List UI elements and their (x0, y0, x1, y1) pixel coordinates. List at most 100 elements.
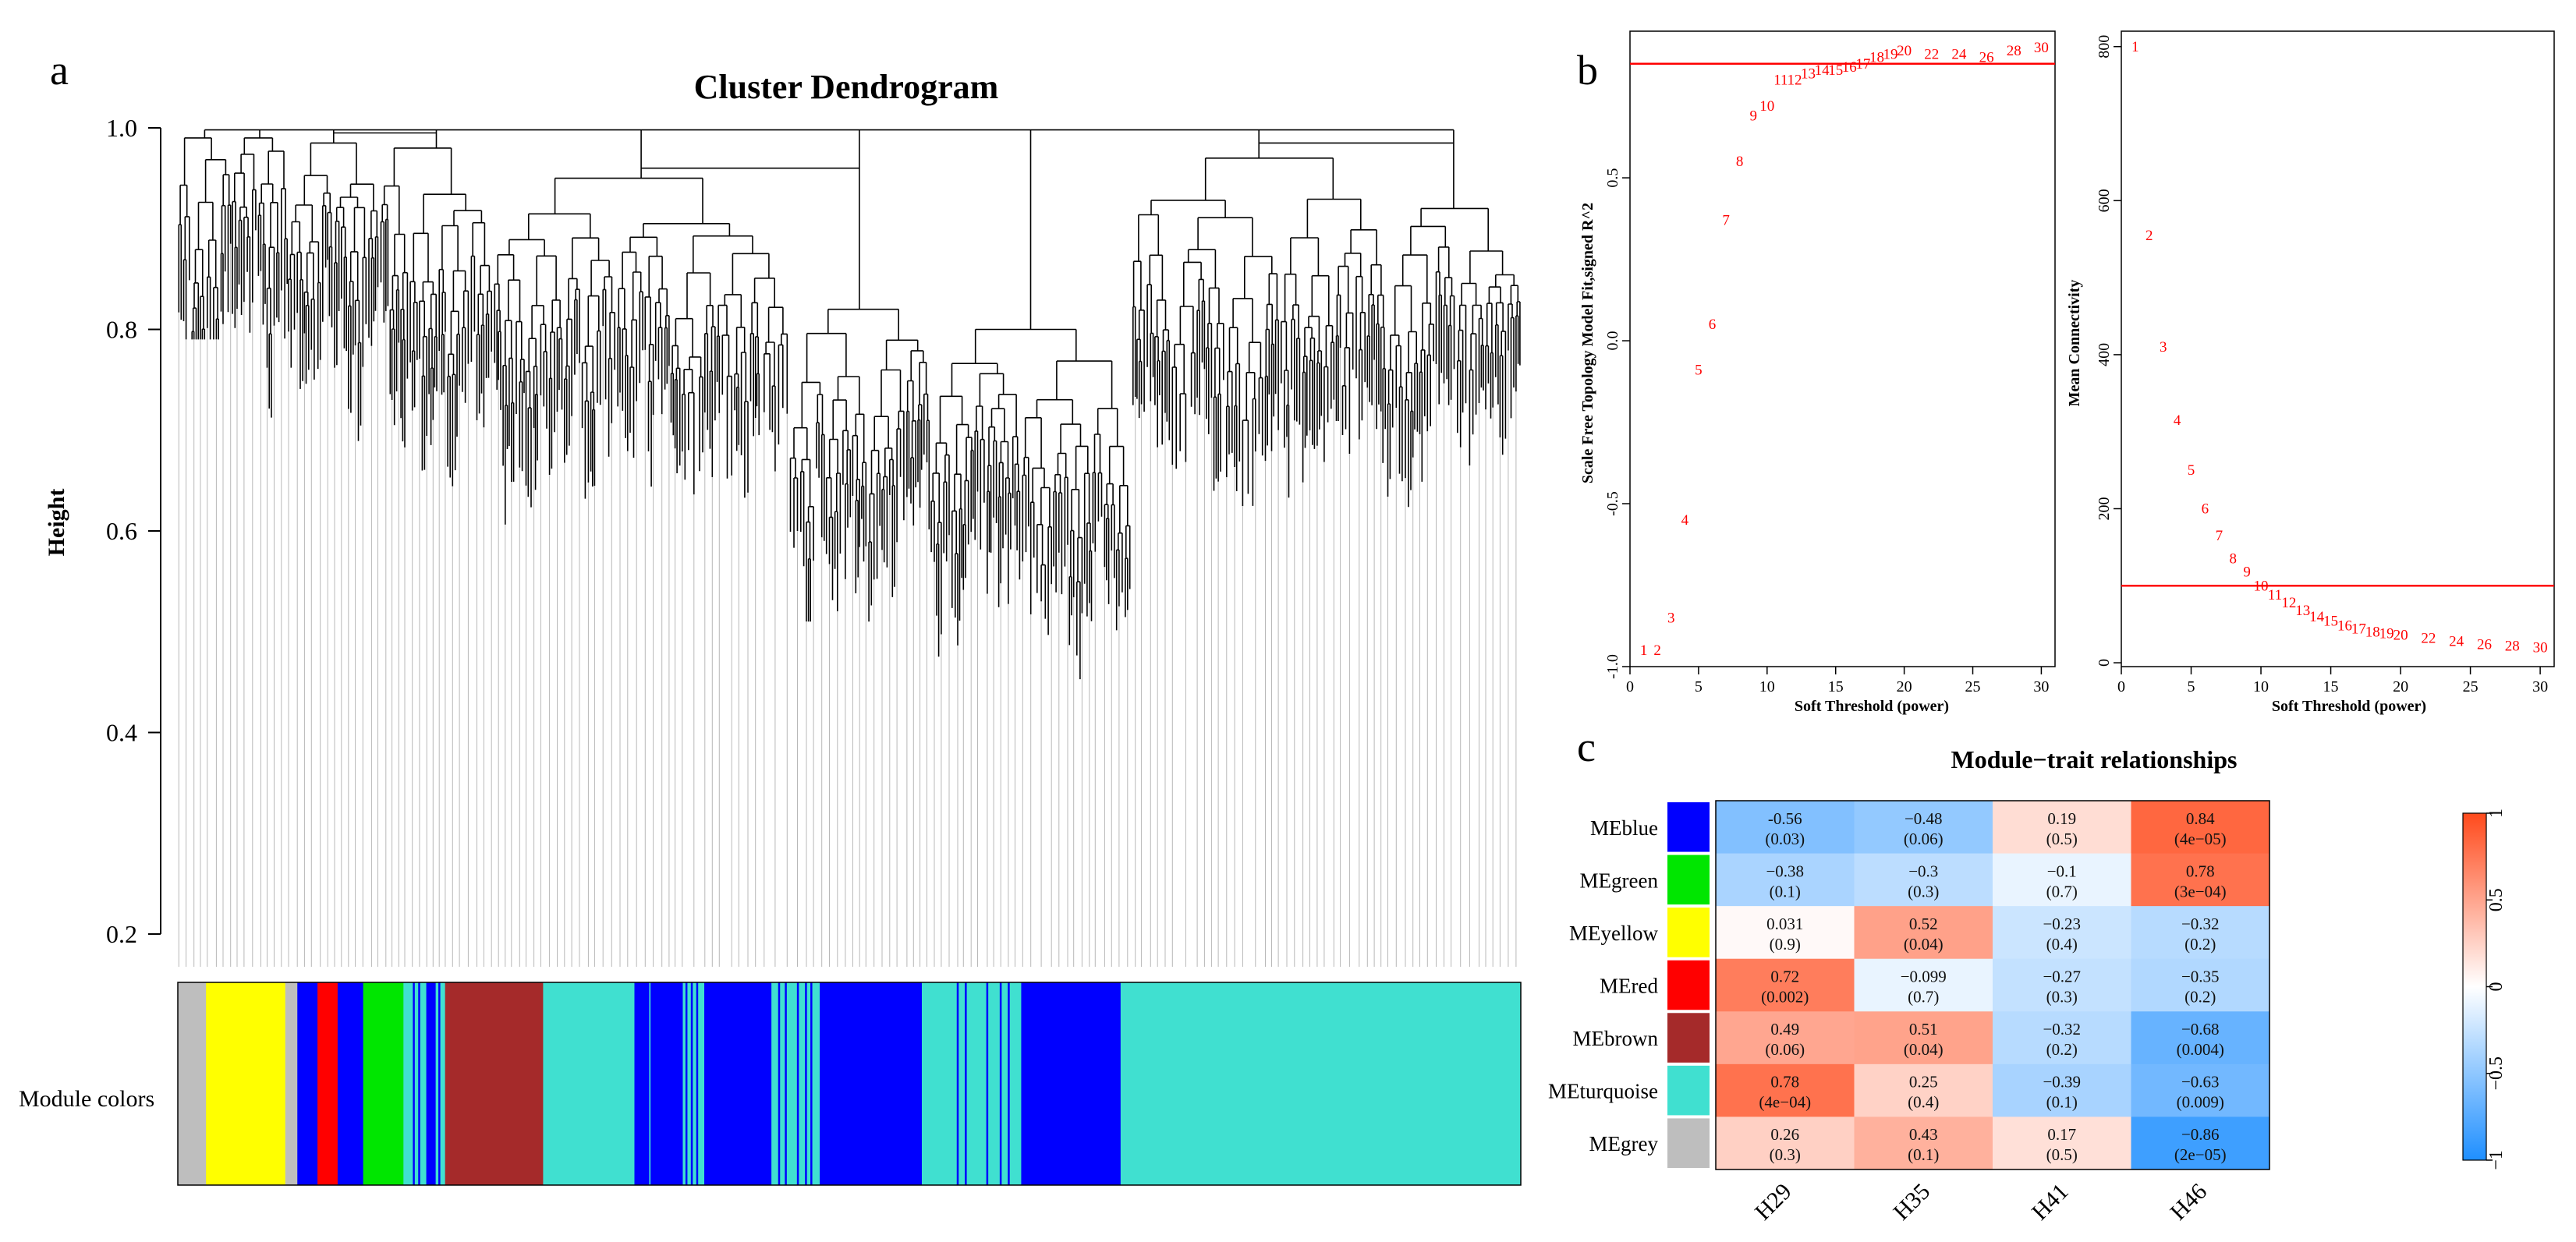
module-stripe-blue (796, 982, 799, 1185)
cell-value: 0.84 (2186, 809, 2215, 828)
heatmap-cell (2131, 1063, 2270, 1117)
cell-pvalue: (0.04) (1904, 1040, 1944, 1059)
cell-pvalue: (0.1) (2046, 1093, 2078, 1112)
scale-free-x-axis-label: Soft Threshold (power) (1795, 698, 1949, 715)
cell-value: 0.52 (1909, 915, 1938, 933)
x-tick-label: 10 (2253, 678, 2269, 695)
cell-value: −0.48 (1905, 809, 1943, 828)
module-segment-turquoise (543, 982, 635, 1185)
cell-value: −0.38 (1766, 862, 1804, 880)
row-color-swatch (1667, 802, 1710, 852)
module-segment-turquoise (403, 982, 427, 1185)
y-tick-label: 0.5 (1604, 168, 1621, 188)
module-segment-turquoise (1120, 982, 1522, 1185)
connectivity-plot-frame (2121, 30, 2555, 667)
cell-pvalue: (0.009) (2177, 1093, 2224, 1112)
cell-pvalue: (0.1) (1770, 882, 1801, 901)
cell-value: 0.78 (2186, 862, 2215, 880)
row-label: MEturquoise (1548, 1080, 1658, 1103)
cell-value: −0.1 (2047, 862, 2077, 880)
data-point-label: 10 (2254, 578, 2269, 594)
module-segment-blue (1021, 982, 1121, 1185)
cell-value: 0.19 (2047, 809, 2076, 828)
y-tick-label: 400 (2096, 343, 2113, 366)
data-point-label: 18 (1869, 49, 1884, 65)
x-tick-label: 5 (1695, 678, 1703, 695)
x-tick-label: 5 (2188, 678, 2195, 695)
heatmap-frame (1715, 800, 2270, 1170)
scale-free-plot-frame (1629, 30, 2056, 667)
module-stripe-blue (1008, 982, 1010, 1185)
heatmap-cell (1854, 1063, 1993, 1117)
data-point-label: 14 (1815, 62, 1830, 79)
data-point-label: 13 (1801, 65, 1816, 82)
module-segment-red (317, 982, 338, 1185)
cell-pvalue: (0.3) (1908, 882, 1939, 901)
x-tick-label: 0 (2117, 678, 2125, 695)
data-point-label: 6 (2202, 501, 2209, 517)
dendrogram-panel: Cluster Dendrogram Height 0.2 0.4 0.6 0.8 1.… (19, 68, 1522, 1186)
panel-label-c: c (1577, 724, 1596, 770)
module-stripe-blue (651, 982, 654, 1185)
heatmap-cell (2131, 1011, 2270, 1065)
data-point-label: 11 (1773, 73, 1788, 89)
heatmap-cell (1993, 958, 2131, 1012)
data-point-label: 2 (1653, 642, 1661, 659)
module-stripe-blue (805, 982, 807, 1185)
data-point-label: 4 (1681, 512, 1689, 529)
module-stripe-blue (753, 982, 757, 1185)
row-label: MEgrey (1589, 1132, 1659, 1155)
colorbar-tick-label: −1 (2486, 1150, 2507, 1170)
cell-pvalue: (0.4) (2046, 935, 2078, 954)
data-point-label: 15 (2323, 614, 2338, 630)
data-point-label: 8 (2229, 551, 2237, 568)
module-stripe-blue (438, 982, 441, 1185)
data-point-label: 7 (2216, 528, 2223, 544)
heatmap-cell (2131, 906, 2270, 960)
module-segment-blue (426, 982, 437, 1185)
heatmap-cell (1993, 853, 2131, 907)
cell-pvalue: (0.06) (1765, 1040, 1805, 1059)
x-tick-label: 20 (1897, 678, 1912, 695)
cell-pvalue: (0.2) (2184, 988, 2216, 1007)
colorbar-tick-label: −0.5 (2486, 1056, 2507, 1091)
y-tick-label: 1.0 (106, 114, 137, 142)
module-segment-blue (820, 982, 923, 1185)
colorbar-tick-label: 0.5 (2486, 888, 2507, 911)
x-tick-label: 10 (1759, 678, 1775, 695)
x-tick-label: 30 (2033, 678, 2049, 695)
data-point-label: 9 (2243, 564, 2251, 580)
row-color-swatch (1667, 1013, 1710, 1063)
data-point-label: 28 (2007, 43, 2021, 59)
module-segment-turquoise (649, 982, 651, 1185)
cell-pvalue: (0.06) (1904, 830, 1944, 848)
module-segment-brown (445, 982, 544, 1185)
scale-free-fit-plot: Scale Free Topology Model Fit,signed R^2… (1579, 30, 2056, 715)
colorbar-tick-label: 1 (2486, 809, 2507, 818)
cell-value: 0.17 (2047, 1125, 2076, 1144)
cell-pvalue: (0.2) (2046, 1040, 2078, 1059)
module-stripe-blue (418, 982, 420, 1185)
cell-value: −0.23 (2043, 915, 2081, 933)
module-trait-heatmap: Module−trait relationships MEblue -0.56 (0… (1548, 745, 2507, 1225)
data-point-label: 16 (1842, 59, 1857, 76)
heatmap-cell (1993, 1011, 2131, 1065)
cell-value: 0.25 (1909, 1073, 1938, 1092)
module-stripe-blue (720, 982, 723, 1185)
colorbar-tick-label: 0 (2486, 982, 2507, 992)
data-point-label: 12 (2281, 595, 2296, 611)
data-point-label: 10 (1759, 98, 1774, 115)
data-point-label: 24 (1951, 46, 1967, 62)
data-point-label: 7 (1722, 212, 1730, 228)
cell-value: −0.099 (1901, 968, 1947, 986)
cell-value: 0.78 (1770, 1073, 1799, 1092)
module-stripe-blue (956, 982, 959, 1185)
cell-pvalue: (0.7) (1908, 988, 1939, 1007)
y-tick-label: -0.5 (1604, 491, 1621, 516)
panel-label-a: a (50, 47, 69, 94)
data-point-label: 15 (1828, 62, 1843, 79)
module-stripe-blue (708, 982, 710, 1185)
data-point-label: 16 (2337, 618, 2352, 635)
heatmap-cell (1716, 906, 1855, 960)
data-point-label: 26 (2477, 636, 2492, 653)
